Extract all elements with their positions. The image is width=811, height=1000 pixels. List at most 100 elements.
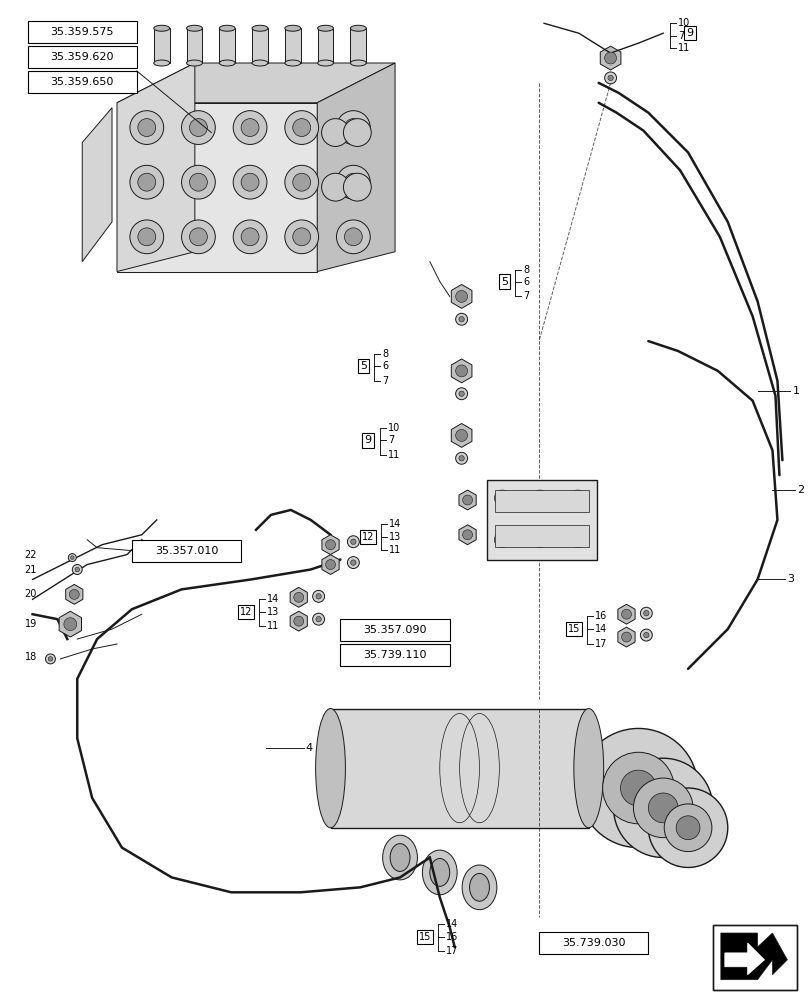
Circle shape [344,173,362,191]
Circle shape [48,657,53,661]
Text: 16: 16 [594,611,606,621]
Polygon shape [59,611,81,637]
Text: 35.359.650: 35.359.650 [50,77,114,87]
Circle shape [241,228,259,246]
Polygon shape [451,284,471,308]
Polygon shape [290,587,307,607]
Circle shape [130,220,164,254]
Bar [495,490,588,512]
Bar [317,28,333,63]
Text: 6: 6 [382,361,388,371]
Circle shape [455,313,467,325]
Ellipse shape [315,709,345,828]
Text: 5: 5 [500,277,507,287]
Text: 8: 8 [382,349,388,359]
Text: 8: 8 [522,265,529,275]
Circle shape [462,530,472,540]
Text: 14: 14 [594,624,606,634]
Text: 2: 2 [796,485,804,495]
Circle shape [569,532,585,548]
Bar [712,925,796,990]
Circle shape [182,111,215,144]
Text: 35.357.090: 35.357.090 [363,625,427,635]
Bar [350,28,366,63]
Circle shape [494,532,509,548]
Circle shape [241,119,259,137]
Circle shape [620,609,631,619]
Text: 35.359.575: 35.359.575 [50,27,114,37]
Bar [28,21,137,43]
Circle shape [312,613,324,625]
Text: 35.359.620: 35.359.620 [50,52,114,62]
Text: 11: 11 [677,43,689,53]
Ellipse shape [317,25,333,31]
Bar [340,619,449,641]
Bar [28,46,137,68]
Circle shape [455,365,467,377]
Circle shape [285,220,318,254]
Polygon shape [720,933,787,980]
Text: 9: 9 [364,435,371,445]
Circle shape [294,616,303,626]
Circle shape [189,119,207,137]
Ellipse shape [251,60,268,66]
Text: 15: 15 [418,932,431,942]
Polygon shape [617,627,634,647]
Circle shape [640,607,651,619]
Circle shape [350,560,355,565]
Text: 7: 7 [388,435,394,445]
Circle shape [315,616,321,622]
Text: 14: 14 [267,594,279,604]
Circle shape [640,629,651,641]
Circle shape [72,565,82,574]
Ellipse shape [317,60,333,66]
Circle shape [647,793,677,823]
Ellipse shape [219,25,235,31]
Text: 9: 9 [685,28,693,38]
Circle shape [620,632,631,642]
Circle shape [531,490,547,506]
Text: 35.357.010: 35.357.010 [155,546,218,556]
Polygon shape [117,63,195,272]
Ellipse shape [461,865,496,910]
Polygon shape [724,943,764,975]
Circle shape [344,228,362,246]
Polygon shape [451,424,471,447]
Text: 6: 6 [522,277,529,287]
Circle shape [613,758,712,858]
Ellipse shape [350,60,366,66]
Circle shape [241,173,259,191]
Ellipse shape [350,25,366,31]
Polygon shape [321,555,339,574]
Circle shape [315,594,321,599]
Text: 12: 12 [362,532,374,542]
Text: 7: 7 [382,376,388,386]
Circle shape [71,556,74,559]
Ellipse shape [469,873,489,901]
Text: 14: 14 [388,519,401,529]
Text: 17: 17 [594,639,607,649]
Bar [340,644,449,666]
Bar [251,28,268,63]
Text: 7: 7 [522,291,529,301]
Text: 13: 13 [388,532,401,542]
Text: 15: 15 [567,624,579,634]
Circle shape [130,111,164,144]
Polygon shape [117,63,395,103]
Text: 11: 11 [267,621,279,631]
Bar [187,28,202,63]
Circle shape [569,490,585,506]
Text: 4: 4 [305,743,312,753]
Circle shape [663,804,711,852]
Polygon shape [451,359,471,383]
Ellipse shape [422,850,457,895]
Circle shape [285,165,318,199]
Circle shape [138,173,156,191]
Bar [495,525,588,547]
Circle shape [293,173,311,191]
Circle shape [336,220,370,254]
Ellipse shape [219,60,235,66]
Text: 10: 10 [677,18,689,28]
Ellipse shape [573,709,603,828]
Circle shape [455,452,467,464]
